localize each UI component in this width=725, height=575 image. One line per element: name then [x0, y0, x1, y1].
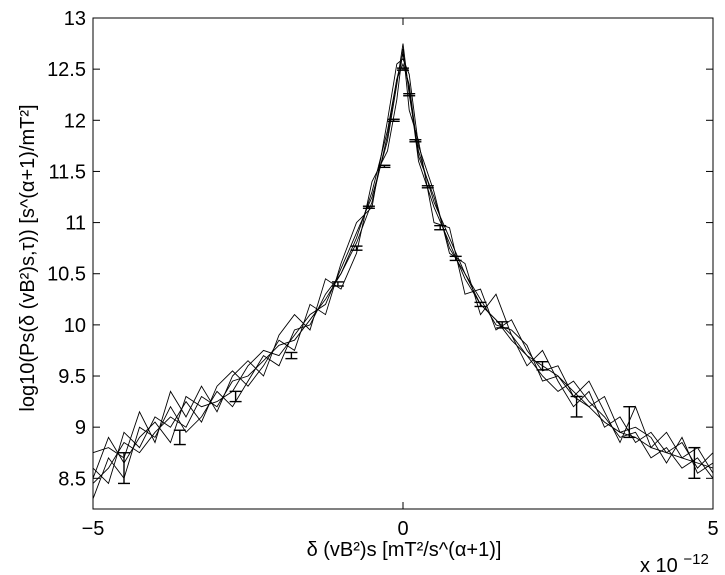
y-tick-label: 10	[64, 315, 86, 337]
series-line-2	[92, 58, 714, 485]
series-line-4	[92, 43, 714, 479]
y-tick-label: 12.5	[47, 59, 86, 81]
x-multiplier-label: x 10 −12	[640, 551, 709, 575]
series-line-3	[92, 48, 714, 474]
series-line-5	[92, 62, 714, 484]
error-bar	[403, 92, 416, 97]
y-tick-label: 13	[64, 8, 86, 30]
ticks: −5 0 5 8.5 9 9.5 10 10.5 11 11.5 12 12.5 13	[47, 8, 719, 540]
error-bar	[397, 67, 409, 71]
series-line-1	[92, 53, 714, 499]
error-bar	[474, 301, 487, 308]
plot-errorbars	[118, 67, 701, 485]
x-axis-label: δ (vB²)s [mT²/s^(α+1)]	[307, 539, 502, 561]
error-bar	[536, 361, 549, 371]
y-tick-label: 8.5	[58, 468, 86, 490]
x-multiplier-base: x 10	[640, 555, 678, 575]
error-bar	[173, 429, 186, 446]
error-bar	[378, 164, 391, 169]
y-tick-label: 12	[64, 110, 86, 132]
y-tick-label: 9.5	[58, 366, 86, 388]
error-bar	[623, 406, 636, 439]
error-bar	[434, 224, 447, 231]
y-axis-label: log10(Ps(δ (vB²)s,τ)) [s^(α+1)/mT²]	[17, 104, 39, 411]
y-tick-label: 9	[75, 417, 86, 439]
error-bar	[421, 185, 434, 189]
error-bar	[496, 321, 509, 329]
x-multiplier-exponent: −12	[683, 551, 708, 568]
y-tick-label: 11	[65, 213, 86, 235]
y-tick-label: 10.5	[47, 264, 86, 286]
x-tick-label: 5	[707, 518, 718, 540]
error-bar	[362, 205, 375, 209]
error-bar	[118, 452, 130, 485]
axes-frame	[92, 17, 714, 510]
error-bar	[331, 281, 344, 287]
y-tick-label: 11.5	[49, 161, 86, 183]
error-bar	[387, 118, 400, 123]
error-bar	[688, 446, 701, 480]
error-bar	[570, 395, 583, 418]
error-bar	[409, 139, 422, 143]
plot-lines	[92, 43, 714, 499]
error-bar	[449, 255, 462, 262]
x-tick-label: 0	[397, 518, 408, 540]
error-bar	[350, 245, 363, 251]
error-bar	[229, 390, 242, 403]
x-tick-label: −5	[82, 518, 105, 540]
error-bar	[285, 351, 298, 360]
